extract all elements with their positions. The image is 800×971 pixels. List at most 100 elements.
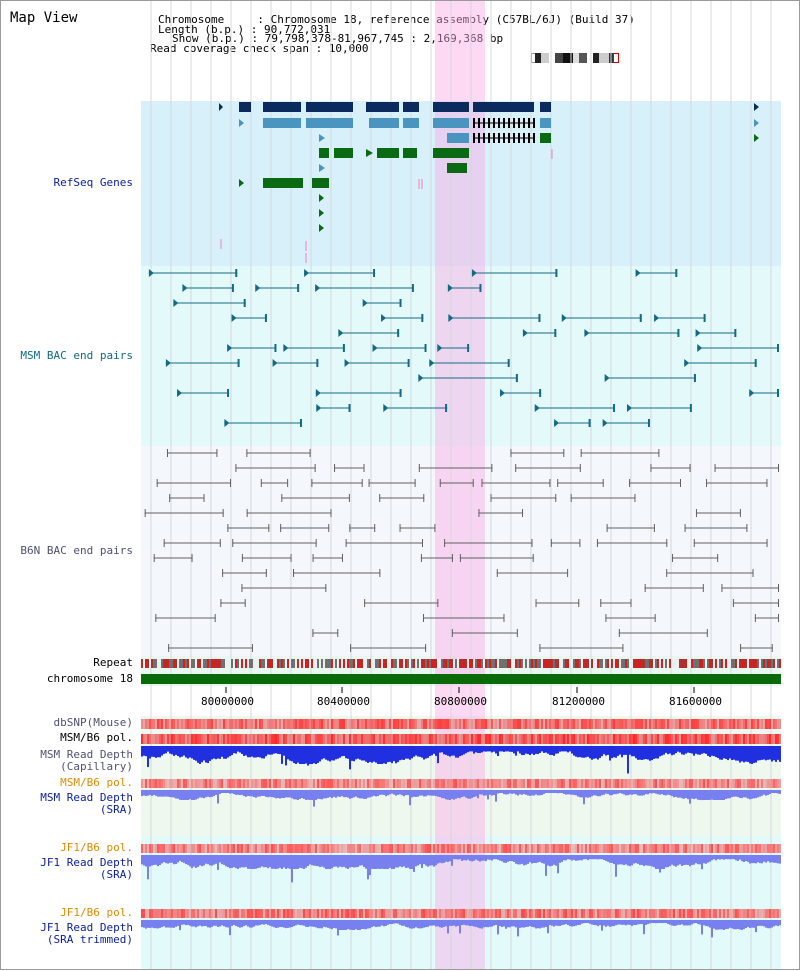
repeat-mark xyxy=(589,659,591,668)
polymorphism-mark xyxy=(145,719,147,729)
jf1-b6-pol-label[interactable]: JF1/B6 pol. xyxy=(60,841,133,854)
read-depth-bar xyxy=(659,920,661,923)
b6n-bac-end xyxy=(481,479,483,487)
read-depth-bar xyxy=(659,790,661,795)
read-depth-bar xyxy=(153,746,155,757)
polymorphism-mark xyxy=(279,909,281,918)
read-depth-bar xyxy=(653,746,655,759)
read-depth-bar xyxy=(777,920,779,927)
polymorphism-mark xyxy=(157,779,159,788)
polymorphism-mark xyxy=(743,779,745,788)
polymorphism-mark xyxy=(335,844,337,853)
repeat-mark xyxy=(505,659,507,668)
polymorphism-mark xyxy=(557,844,559,853)
read-depth-bar xyxy=(737,746,739,761)
polymorphism-mark xyxy=(293,844,295,853)
read-depth-bar xyxy=(657,746,659,759)
selected-region-highlight[interactable] xyxy=(435,1,485,969)
read-depth-bar xyxy=(583,746,585,758)
read-depth-bar xyxy=(619,855,621,865)
msm-read-depth-capillary-label[interactable]: MSM Read Depth (Capillary) xyxy=(40,748,133,773)
polymorphism-mark xyxy=(257,719,259,729)
polymorphism-mark xyxy=(757,779,759,788)
read-depth-bar xyxy=(331,855,333,869)
read-depth-bar xyxy=(451,790,453,800)
polymorphism-mark xyxy=(611,719,613,729)
polymorphism-mark xyxy=(745,719,747,729)
b6n-bac-end xyxy=(214,614,216,622)
jf1-b6-pol-label-2[interactable]: JF1/B6 pol. xyxy=(60,906,133,919)
read-depth-bar xyxy=(563,746,565,752)
polymorphism-mark xyxy=(201,719,203,729)
polymorphism-mark xyxy=(295,779,297,788)
read-depth-bar xyxy=(517,746,519,752)
polymorphism-mark xyxy=(401,734,403,744)
polymorphism-mark xyxy=(151,844,153,853)
repeat-label[interactable]: Repeat xyxy=(93,656,133,669)
read-depth-bar xyxy=(641,855,643,865)
repeat-mark xyxy=(605,659,607,668)
polymorphism-mark xyxy=(261,779,263,788)
polymorphism-mark xyxy=(457,909,459,918)
polymorphism-mark xyxy=(203,779,205,788)
chromosome-ideogram[interactable] xyxy=(531,53,621,63)
repeat-mark xyxy=(623,659,625,668)
polymorphism-mark xyxy=(435,719,437,729)
read-depth-bar xyxy=(729,920,731,928)
b6n-bac-end xyxy=(315,539,317,547)
repeat-mark xyxy=(379,659,381,668)
msm-read-depth-sra-label[interactable]: MSM Read Depth (SRA) xyxy=(40,791,133,816)
read-depth-bar xyxy=(173,746,175,756)
read-depth-bar xyxy=(577,855,579,861)
read-depth-bar xyxy=(249,920,251,928)
read-depth-bar xyxy=(569,920,571,927)
polymorphism-mark xyxy=(375,719,377,729)
polymorphism-mark xyxy=(717,779,719,788)
polymorphism-mark xyxy=(517,719,519,729)
polymorphism-mark xyxy=(715,719,717,729)
read-depth-bar xyxy=(567,855,569,860)
repeat-mark xyxy=(599,659,601,668)
msm-b6-pol-label-2[interactable]: MSM/B6 pol. xyxy=(60,776,133,789)
polymorphism-mark xyxy=(263,719,265,729)
polymorphism-mark xyxy=(177,844,179,853)
polymorphism-mark xyxy=(669,844,671,853)
b6n-bac-end xyxy=(778,614,779,622)
jf1-read-depth-sra-label[interactable]: JF1 Read Depth (SRA) xyxy=(40,856,133,881)
refseq-genes-label[interactable]: RefSeq Genes xyxy=(53,176,133,189)
polymorphism-mark xyxy=(523,719,525,729)
jf1-read-depth-trimmed-label[interactable]: JF1 Read Depth (SRA trimmed) xyxy=(40,921,133,946)
polymorphism-mark xyxy=(395,909,397,918)
read-depth-bar xyxy=(467,790,469,799)
polymorphism-mark xyxy=(325,734,327,744)
polymorphism-mark xyxy=(617,719,619,729)
msm-b6-pol-label[interactable]: MSM/B6 pol. xyxy=(60,731,133,744)
polymorphism-mark xyxy=(299,844,301,853)
b6n-bac-label[interactable]: B6N BAC end pairs xyxy=(20,544,133,557)
read-depth-bar xyxy=(241,855,243,868)
read-depth-bar xyxy=(291,746,293,762)
read-depth-bar xyxy=(631,790,633,795)
chromosome-label[interactable]: chromosome 18 xyxy=(46,672,133,685)
polymorphism-mark xyxy=(427,719,429,729)
polymorphism-mark xyxy=(679,734,681,744)
polymorphism-mark xyxy=(629,844,631,853)
repeat-mark xyxy=(281,659,283,668)
b6n-bac-end xyxy=(235,464,237,472)
read-depth-bar xyxy=(245,920,247,926)
polymorphism-mark xyxy=(363,844,365,853)
read-depth-bar xyxy=(311,920,313,927)
polymorphism-mark xyxy=(481,844,483,853)
polymorphism-mark xyxy=(149,734,151,744)
read-depth-bar xyxy=(271,920,273,927)
dbsnp-label[interactable]: dbSNP(Mouse) xyxy=(53,716,133,729)
polymorphism-mark xyxy=(599,734,601,744)
read-depth-bar xyxy=(591,746,593,760)
read-depth-bar xyxy=(333,746,335,761)
polymorphism-mark xyxy=(651,844,653,853)
msm-bac-label[interactable]: MSM BAC end pairs xyxy=(20,349,133,362)
polymorphism-mark xyxy=(453,844,455,853)
polymorphism-mark xyxy=(265,719,267,729)
read-depth-bar xyxy=(579,790,581,798)
